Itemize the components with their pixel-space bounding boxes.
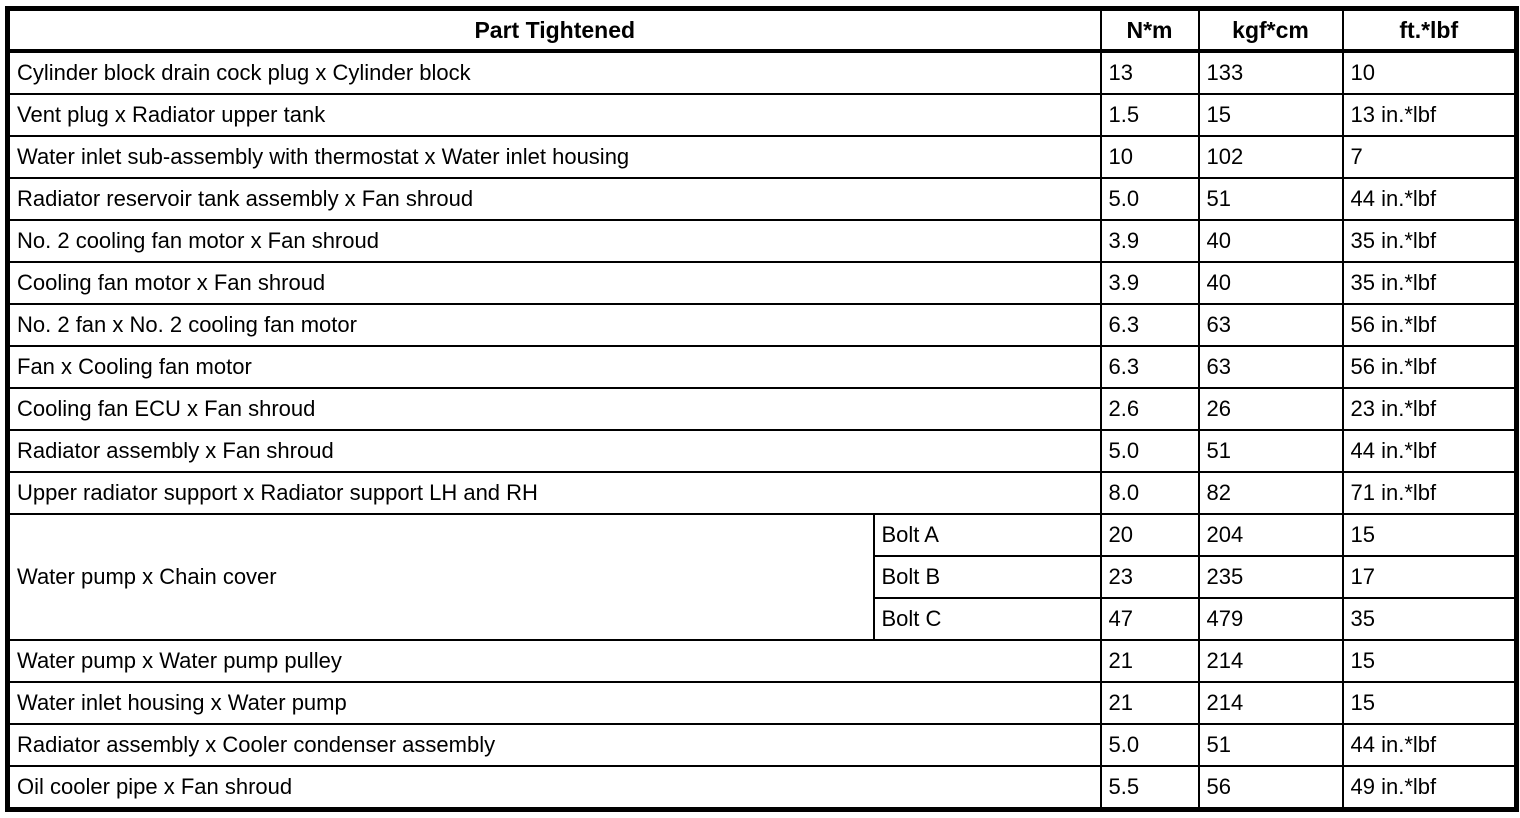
kgfcm-cell: 133 [1197,50,1344,95]
ftlbf-cell: 17 [1341,555,1518,599]
kgfcm-cell: 26 [1197,387,1344,431]
ftlbf-cell: 71 in.*lbf [1341,471,1518,515]
part-cell: Radiator assembly x Fan shroud [6,429,1102,473]
table-row: Radiator reservoir tank assembly x Fan s… [6,177,1518,221]
table-row: Radiator assembly x Cooler condenser ass… [6,723,1518,767]
ftlbf-cell: 44 in.*lbf [1341,429,1518,473]
part-cell: Water pump x Chain cover [6,513,875,641]
part-cell: Oil cooler pipe x Fan shroud [6,765,1102,811]
part-cell: No. 2 cooling fan motor x Fan shroud [6,219,1102,263]
ftlbf-cell: 35 in.*lbf [1341,261,1518,305]
table-row: Radiator assembly x Fan shroud 5.0 51 44 in… [6,429,1518,473]
ftlbf-cell: 23 in.*lbf [1341,387,1518,431]
kgfcm-cell: 214 [1197,681,1344,725]
table-row: Cooling fan motor x Fan shroud 3.9 40 35 in… [6,261,1518,305]
part-cell: Water inlet sub-assembly with thermostat… [6,135,1102,179]
table-row: Bolt B 23 235 17 [8,555,1518,599]
part-cell: Vent plug x Radiator upper tank [6,93,1102,137]
nm-cell: 47 [1099,597,1200,641]
nm-cell: 5.0 [1099,723,1200,767]
kgfcm-cell: 40 [1197,219,1344,263]
ftlbf-cell: 44 in.*lbf [1341,177,1518,221]
table-body: Cylinder block drain cock plug x Cylinde… [6,50,1518,811]
ftlbf-cell: 15 [1341,681,1518,725]
kgfcm-cell: 479 [1197,597,1344,641]
table-row: Cylinder block drain cock plug x Cylinde… [6,50,1518,95]
part-cell: Water inlet housing x Water pump [6,681,1102,725]
part-cell: Fan x Cooling fan motor [6,345,1102,389]
table-row: No. 2 fan x No. 2 cooling fan motor 6.3 63… [6,303,1518,347]
kgfcm-cell: 204 [1197,513,1344,557]
kgfcm-cell: 40 [1197,261,1344,305]
bolt-label-cell: Bolt B [872,555,1102,599]
nm-cell: 2.6 [1099,387,1200,431]
ftlbf-cell: 35 in.*lbf [1341,219,1518,263]
nm-cell: 23 [1099,555,1200,599]
column-header-part-tightened: Part Tightened [6,7,1102,53]
ftlbf-cell: 13 in.*lbf [1341,93,1518,137]
table-row: Water inlet housing x Water pump 21 214 15 [6,681,1518,725]
table-row: Water pump x Chain cover Bolt A 20 204 15 [6,513,1518,641]
kgfcm-cell: 214 [1197,639,1344,683]
kgfcm-cell: 235 [1197,555,1344,599]
ftlbf-cell: 15 [1341,513,1518,557]
part-cell: Cylinder block drain cock plug x Cylinde… [6,50,1102,95]
ftlbf-cell: 10 [1341,50,1518,95]
nm-cell: 3.9 [1099,261,1200,305]
nm-cell: 8.0 [1099,471,1200,515]
table-header: Part Tightened N*m kgf*cm ft.*lbf [6,7,1518,53]
ftlbf-cell: 44 in.*lbf [1341,723,1518,767]
column-header-nm: N*m [1099,7,1200,53]
table-row: Vent plug x Radiator upper tank 1.5 15 13 i… [6,93,1518,137]
ftlbf-cell: 56 in.*lbf [1341,345,1518,389]
ftlbf-cell: 49 in.*lbf [1341,765,1518,811]
kgfcm-cell: 15 [1197,93,1344,137]
ftlbf-cell: 56 in.*lbf [1341,303,1518,347]
column-header-kgfcm: kgf*cm [1197,7,1344,53]
table-row: Water inlet sub-assembly with thermostat… [6,135,1518,179]
kgfcm-cell: 63 [1197,345,1344,389]
column-header-ftlbf: ft.*lbf [1341,7,1518,53]
table-row: Bolt C 47 479 35 [8,597,1518,641]
kgfcm-cell: 82 [1197,471,1344,515]
part-cell: No. 2 fan x No. 2 cooling fan motor [6,303,1102,347]
part-cell: Radiator reservoir tank assembly x Fan s… [6,177,1102,221]
part-cell: Cooling fan ECU x Fan shroud [6,387,1102,431]
bolt-label-cell: Bolt A [872,513,1102,557]
table-row: Fan x Cooling fan motor 6.3 63 56 in.*lbf [6,345,1518,389]
bolt-label-cell: Bolt C [872,597,1102,641]
nm-cell: 5.5 [1099,765,1200,811]
nm-cell: 6.3 [1099,303,1200,347]
nm-cell: 21 [1099,639,1200,683]
kgfcm-cell: 51 [1197,177,1344,221]
kgfcm-cell: 51 [1197,723,1344,767]
nm-cell: 20 [1099,513,1200,557]
nm-cell: 5.0 [1099,177,1200,221]
nm-cell: 13 [1099,50,1200,95]
nm-cell: 3.9 [1099,219,1200,263]
kgfcm-cell: 102 [1197,135,1344,179]
header-row: Part Tightened N*m kgf*cm ft.*lbf [6,7,1518,53]
nm-cell: 5.0 [1099,429,1200,473]
nm-cell: 21 [1099,681,1200,725]
ftlbf-cell: 35 [1341,597,1518,641]
table-row: Water pump x Water pump pulley 21 214 15 [6,639,1518,683]
kgfcm-cell: 63 [1197,303,1344,347]
nm-cell: 1.5 [1099,93,1200,137]
nm-cell: 10 [1099,135,1200,179]
ftlbf-cell: 15 [1341,639,1518,683]
table-row: No. 2 cooling fan motor x Fan shroud 3.9 4… [6,219,1518,263]
kgfcm-cell: 51 [1197,429,1344,473]
part-cell: Upper radiator support x Radiator suppor… [6,471,1102,515]
nm-cell: 6.3 [1099,345,1200,389]
table-row: Oil cooler pipe x Fan shroud 5.5 56 49 in.*… [6,765,1518,811]
table-row: Upper radiator support x Radiator suppor… [6,471,1518,515]
table-row: Cooling fan ECU x Fan shroud 2.6 26 23 in.*… [6,387,1518,431]
torque-spec-table: Part Tightened N*m kgf*cm ft.*lbf Cylind… [5,6,1520,812]
part-cell: Cooling fan motor x Fan shroud [6,261,1102,305]
ftlbf-cell: 7 [1341,135,1518,179]
part-cell: Radiator assembly x Cooler condenser ass… [6,723,1102,767]
part-cell: Water pump x Water pump pulley [6,639,1102,683]
kgfcm-cell: 56 [1197,765,1344,811]
